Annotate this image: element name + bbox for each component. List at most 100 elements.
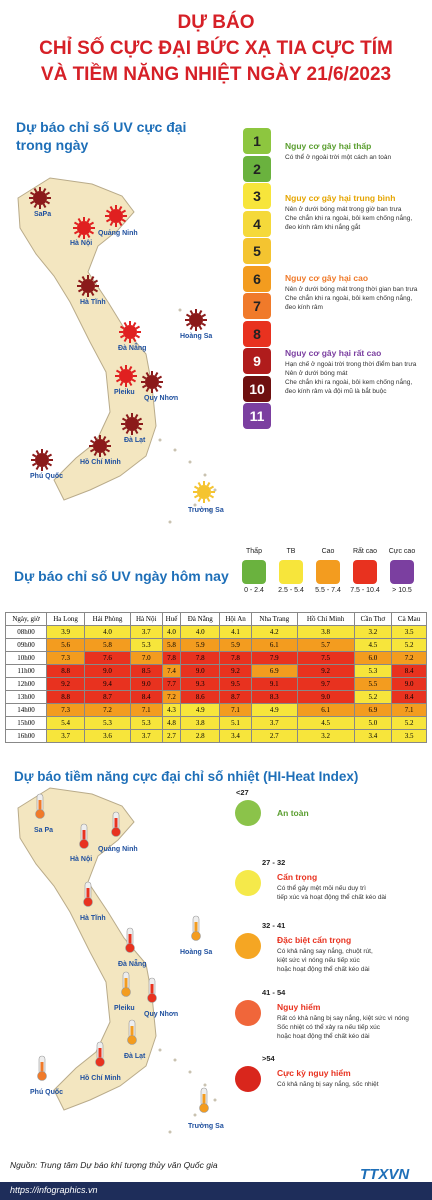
thermo-fill [202, 1094, 206, 1106]
uv-cell: 5.2 [391, 716, 427, 730]
thermometer [199, 1087, 209, 1113]
group-line: Che chắn khi ra ngoài, bôi kem chống nắn… [285, 215, 413, 222]
uv-cell: 7.3 [45, 651, 86, 665]
uv-cell: 7.2 [161, 690, 182, 704]
sun-ray [47, 453, 53, 458]
uv-cell: 4.5 [296, 716, 355, 730]
section-title: Dự báo chỉ số UV ngày hôm nay [14, 568, 229, 584]
sun-ray [185, 313, 191, 318]
sun-ray [189, 309, 194, 315]
level-dot [235, 800, 261, 826]
table-row: 15h00 5.4 5.3 5.3 4.8 3.8 5.1 3.7 4.5 5.0 5.2 [5, 716, 427, 730]
uv-cell: 8.4 [129, 690, 163, 704]
uv-level: 2 [243, 155, 271, 182]
sun-ray [77, 288, 83, 293]
sun-core [123, 325, 137, 339]
uv-cell: 3.8 [180, 716, 221, 730]
uv-cell: 7.1 [129, 703, 163, 717]
sun-ray [29, 191, 35, 196]
uv-level: 1 [243, 128, 271, 154]
uv-cell: 7.6 [84, 651, 131, 665]
thermometer [35, 793, 45, 819]
sun-ray [119, 365, 124, 371]
title-line: CHỈ SỐ CỰC ĐẠI BỨC XẠ TIA CỰC TÍM [39, 38, 393, 59]
legend-swatch [353, 560, 377, 584]
level-dot [235, 933, 261, 959]
uv-cell: 9.0 [391, 677, 427, 691]
sun-ray [154, 371, 159, 377]
legend-range: 2.5 - 5.4 [278, 587, 304, 594]
sun-core [145, 375, 159, 389]
thermometer [191, 915, 201, 941]
sun-ray [193, 494, 199, 499]
place-label: Hồ Chí Minh [80, 457, 121, 466]
sun-core [35, 453, 49, 467]
footer-bar: https://infographics.vn [0, 1182, 432, 1200]
uv-cell: 5.8 [161, 638, 182, 652]
level-line: tiếp xúc và hoạt động thể chất kéo dài [277, 894, 387, 901]
uv-cell: 7.7 [161, 677, 182, 691]
sun-ray [206, 497, 211, 503]
title-line: Dự báo chỉ số UV cực đại [16, 119, 187, 135]
sun-ray [132, 337, 137, 343]
uv-cell: 3.5 [391, 625, 427, 639]
uv-cell: 7.8 [180, 651, 221, 665]
sun-ray [128, 381, 133, 387]
sun-ray [42, 203, 47, 209]
uv-level: 10 [243, 375, 271, 402]
sun-ray [45, 200, 51, 205]
place-label: Pleiku [114, 1005, 135, 1012]
uv-cell: 3.5 [391, 729, 427, 743]
legend-swatch [242, 560, 266, 584]
level-title: Nguy hiểm [277, 1002, 321, 1012]
time-cell: 08h00 [5, 625, 47, 639]
sun-ray [35, 449, 40, 455]
table-row: 13h00 8.8 8.7 8.4 7.2 8.6 8.7 8.3 9.0 5.2 8.4 [5, 690, 427, 704]
sun-icon [31, 449, 53, 471]
sun-ray [132, 321, 137, 327]
sun-ray [105, 209, 111, 214]
uv-cell: 6.9 [353, 703, 393, 717]
thermo-fill [38, 800, 42, 812]
legend-range: 7.5 - 10.4 [350, 587, 380, 594]
sun-ray [77, 233, 82, 239]
thermometer [125, 927, 135, 953]
uv-cell: 8.8 [45, 690, 86, 704]
sun-ray [93, 279, 99, 284]
uv-cell: 7.1 [219, 703, 252, 717]
section-title: Dự báo chỉ số UV cực đại trong ngày [16, 118, 186, 154]
sun-ray [197, 497, 202, 503]
table-row: 08h00 3.9 4.0 3.7 4.0 4.0 4.1 4.2 3.8 3.2 3.5 [5, 625, 427, 639]
sun-ray [119, 381, 124, 387]
sun-ray [81, 275, 86, 281]
group-line: Che chắn khi ra ngoài, bôi kem chống nắn… [285, 295, 413, 302]
uv-cell: 5.0 [353, 716, 393, 730]
thermo-fill [130, 1026, 134, 1038]
source: Nguồn: Trung tâm Dự báo khí tượng thủy v… [10, 1160, 218, 1170]
sun-ray [77, 217, 82, 223]
uv-cell: 5.1 [219, 716, 252, 730]
level-dot [235, 870, 261, 896]
uv-cell: 5.3 [129, 716, 163, 730]
group-line: Nên ở dưới bóng mát trong thời gian ban … [285, 286, 418, 293]
uv-level: 5 [243, 238, 271, 264]
header-cell: Hội An [219, 612, 252, 626]
place-label: Hoàng Sa [180, 333, 212, 340]
sun-ray [198, 309, 203, 315]
sun-ray [119, 325, 125, 330]
uv-level: 6 [243, 265, 271, 292]
group-line: Che chắn khi ra ngoài, bôi kem chống nắn… [285, 379, 413, 386]
legend-name: Cao [321, 548, 335, 555]
legend-name: TB [286, 548, 296, 555]
table-row: 16h00 3.7 3.6 3.7 2.7 2.8 3.4 2.7 3.2 3.4 3.5 [5, 729, 427, 743]
place-label: Hà Nội [70, 240, 92, 247]
level-title: Cẩn trọng [277, 872, 318, 882]
sun-ray [44, 449, 49, 455]
sun-core [77, 221, 91, 235]
level-line: Có thể gây mệt mỏi nếu duy trì [277, 885, 366, 892]
sun-ray [31, 462, 37, 467]
uv-cell: 6.1 [250, 638, 298, 652]
uv-cell: 3.7 [45, 729, 86, 743]
sun-ray [141, 375, 147, 380]
sun-ray [123, 321, 128, 327]
